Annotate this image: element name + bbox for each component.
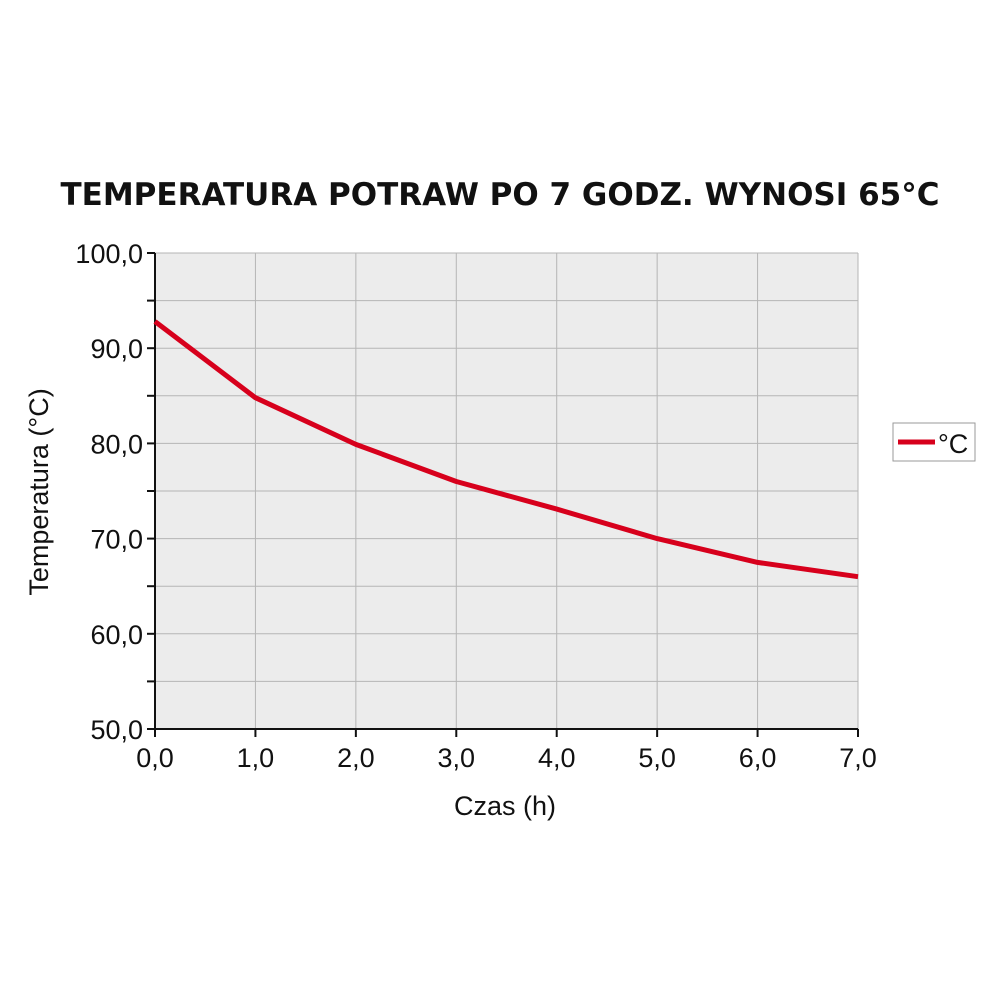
x-tick-label: 7,0 <box>839 743 877 773</box>
x-tick-label: 1,0 <box>237 743 275 773</box>
legend: °C <box>892 422 976 462</box>
y-axis-label: Temperatura (°C) <box>24 388 54 595</box>
y-tick-label: 90,0 <box>90 334 143 364</box>
x-tick-label: 2,0 <box>337 743 375 773</box>
series-line <box>153 319 859 580</box>
axes <box>147 252 859 737</box>
y-tick-label: 70,0 <box>90 525 143 555</box>
y-tick-label: 60,0 <box>90 620 143 650</box>
chart-title: TEMPERATURA POTRAW PO 7 GODZ. WYNOSI 65°… <box>61 177 940 213</box>
tick-labels: 50,0 60,0 70,0 80,0 90,0 100,0 0,0 1,0 2,0 3,0 4,0… <box>75 239 876 773</box>
grid <box>154 252 859 730</box>
x-axis-label: Czas (h) <box>454 791 556 821</box>
y-tick-label: 80,0 <box>90 429 143 459</box>
x-tick-label: 4,0 <box>538 743 576 773</box>
x-tick-label: 3,0 <box>438 743 476 773</box>
x-tick-label: 6,0 <box>739 743 777 773</box>
x-tick-label: 5,0 <box>638 743 676 773</box>
legend-label: °C <box>938 429 968 459</box>
series-lines <box>153 319 859 580</box>
x-tick-label: 0,0 <box>136 743 174 773</box>
y-tick-label: 100,0 <box>75 239 143 269</box>
y-tick-label: 50,0 <box>90 715 143 745</box>
